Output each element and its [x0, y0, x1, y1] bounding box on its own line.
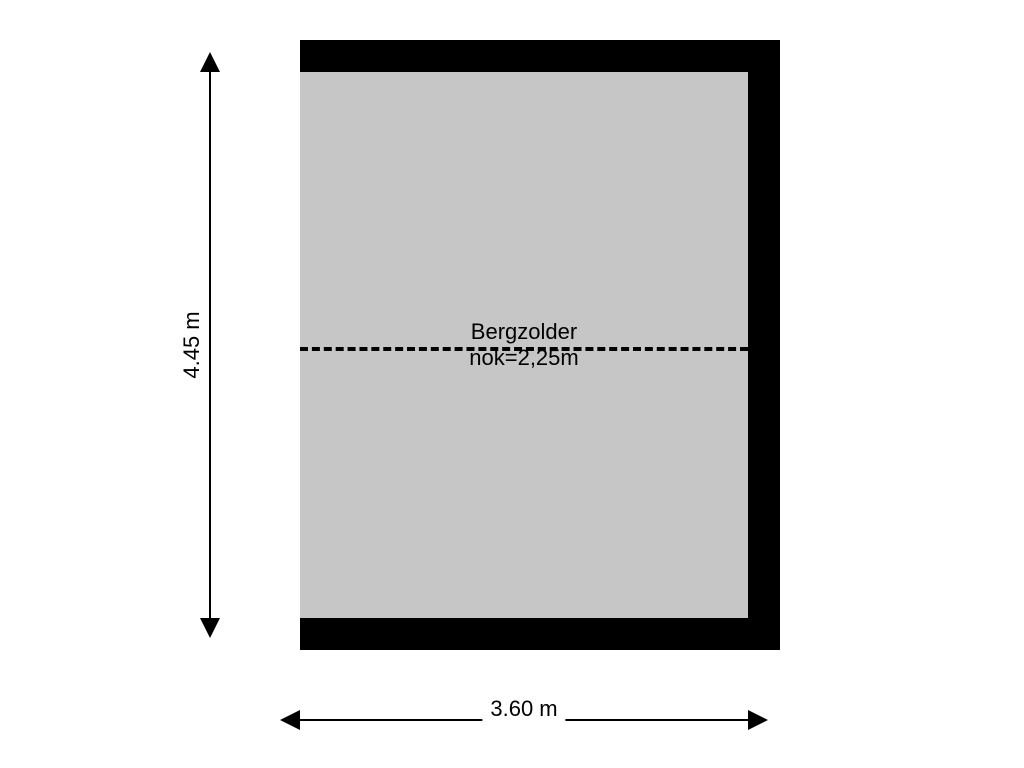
dim-horizontal-label: 3.60 m	[482, 696, 565, 722]
dim-vertical-arrow-down-icon	[200, 618, 220, 638]
room-nok: nok=2,25m	[469, 345, 578, 371]
wall-right	[748, 40, 780, 650]
room-label: Bergzolder nok=2,25m	[469, 319, 578, 371]
wall-top	[300, 40, 780, 72]
wall-bottom	[300, 618, 780, 650]
room-name: Bergzolder	[469, 319, 578, 345]
dim-vertical-line	[209, 72, 211, 618]
dim-horizontal-arrow-right-icon	[748, 710, 768, 730]
dim-vertical-label: 4.45 m	[179, 303, 205, 386]
dim-vertical-arrow-up-icon	[200, 52, 220, 72]
dim-horizontal-arrow-left-icon	[280, 710, 300, 730]
